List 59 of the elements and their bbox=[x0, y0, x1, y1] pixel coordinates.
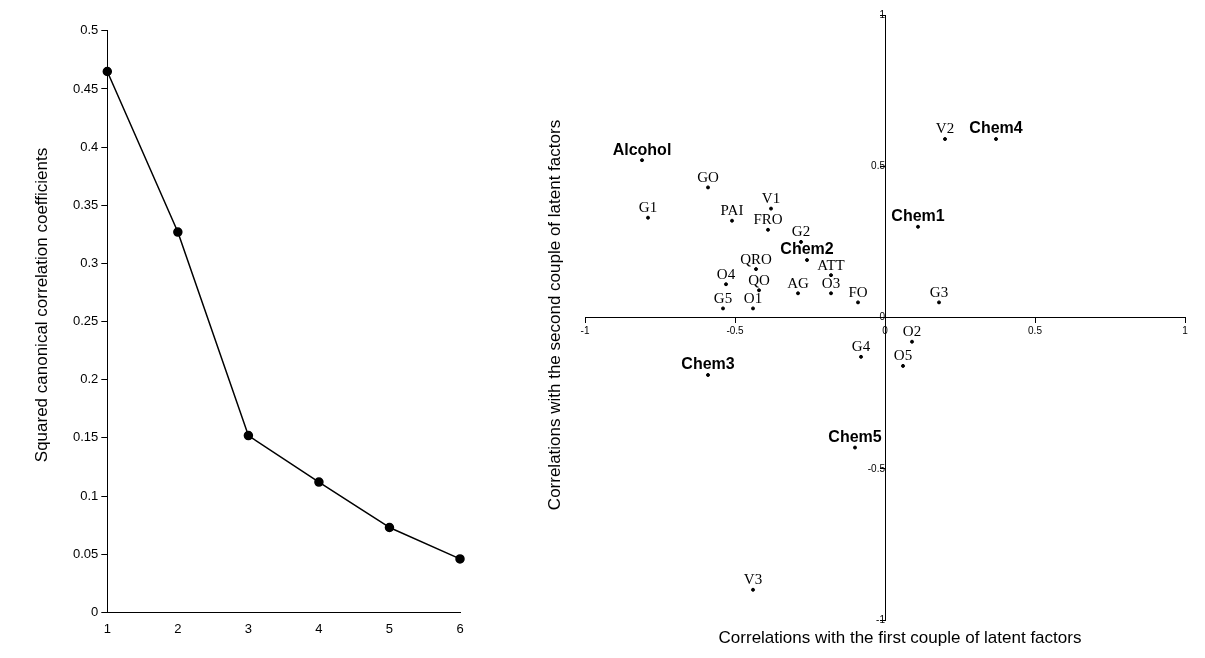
point bbox=[102, 66, 113, 77]
data-label: G3 bbox=[929, 283, 949, 300]
x-axis-title: Correlations with the first couple of latent factors bbox=[718, 628, 1082, 648]
data-label: O5 bbox=[893, 347, 913, 364]
data-label: Chem1 bbox=[891, 207, 945, 225]
point bbox=[314, 477, 324, 487]
y-tick-label: 0.3 bbox=[80, 255, 99, 271]
y-axis-title: Squared canonical correlation coefficients bbox=[32, 147, 52, 463]
data-label: Alcohol bbox=[612, 140, 672, 158]
data-label: Chem2 bbox=[780, 240, 834, 258]
data-label: O1 bbox=[743, 289, 763, 306]
y-tick-label: 0 bbox=[91, 603, 99, 619]
x-tick-label: 1 bbox=[103, 620, 111, 636]
y-axis-title: Correlations with the second couple of latent factors bbox=[545, 119, 565, 511]
data-label: ATT bbox=[817, 256, 845, 273]
x-tick-label: 3 bbox=[244, 620, 252, 636]
data-label: G1 bbox=[638, 199, 658, 216]
point bbox=[173, 227, 183, 237]
data-label: Chem3 bbox=[681, 355, 735, 373]
data-label: V3 bbox=[743, 571, 763, 588]
y-tick-label: 0.45 bbox=[72, 80, 99, 96]
data-label: G2 bbox=[791, 223, 811, 240]
x-tick-label: 0.5 bbox=[1028, 325, 1043, 337]
data-label: QO bbox=[748, 271, 770, 288]
point bbox=[384, 522, 395, 533]
y-tick-label: 0.5 bbox=[80, 22, 99, 38]
data-label: O4 bbox=[716, 265, 736, 282]
data-label: O3 bbox=[821, 274, 841, 291]
y-tick-label: 0.4 bbox=[80, 138, 99, 154]
data-label: GO bbox=[697, 168, 719, 185]
x-tick-label: 1 bbox=[1182, 325, 1189, 337]
data-label: Chem5 bbox=[828, 427, 882, 445]
x-tick-label: -0.5 bbox=[726, 325, 745, 337]
point bbox=[243, 430, 254, 441]
data-label: Chem4 bbox=[969, 119, 1023, 137]
y-tick-label: 0.15 bbox=[72, 429, 99, 445]
y-tick-label: 0.5 bbox=[871, 160, 886, 171]
x-tick-label: -1 bbox=[580, 325, 590, 337]
data-label: V2 bbox=[935, 120, 955, 137]
data-label: V1 bbox=[761, 190, 781, 207]
x-tick-label: 5 bbox=[385, 620, 394, 636]
data-label: G4 bbox=[851, 338, 871, 355]
data-label: FRO bbox=[753, 211, 783, 228]
x-tick-label: 4 bbox=[315, 620, 323, 636]
x-tick-label: 6 bbox=[456, 620, 464, 636]
data-label: PAI bbox=[720, 202, 744, 219]
y-tick-label: 0.05 bbox=[72, 545, 99, 561]
data-label: O2 bbox=[902, 323, 922, 340]
data-label: QRO bbox=[740, 250, 772, 267]
x-tick-label: 2 bbox=[174, 620, 182, 636]
data-label: FO bbox=[848, 283, 868, 300]
y-tick-label: 0.1 bbox=[80, 487, 99, 503]
data-label: G5 bbox=[713, 289, 733, 306]
point bbox=[455, 554, 465, 564]
data-label: AG bbox=[787, 274, 809, 291]
y-tick-label: 0.35 bbox=[72, 196, 99, 212]
y-tick-label: -0.5 bbox=[867, 462, 886, 474]
y-tick-label: 0.25 bbox=[72, 313, 99, 329]
y-tick-label: 0.2 bbox=[80, 371, 99, 387]
